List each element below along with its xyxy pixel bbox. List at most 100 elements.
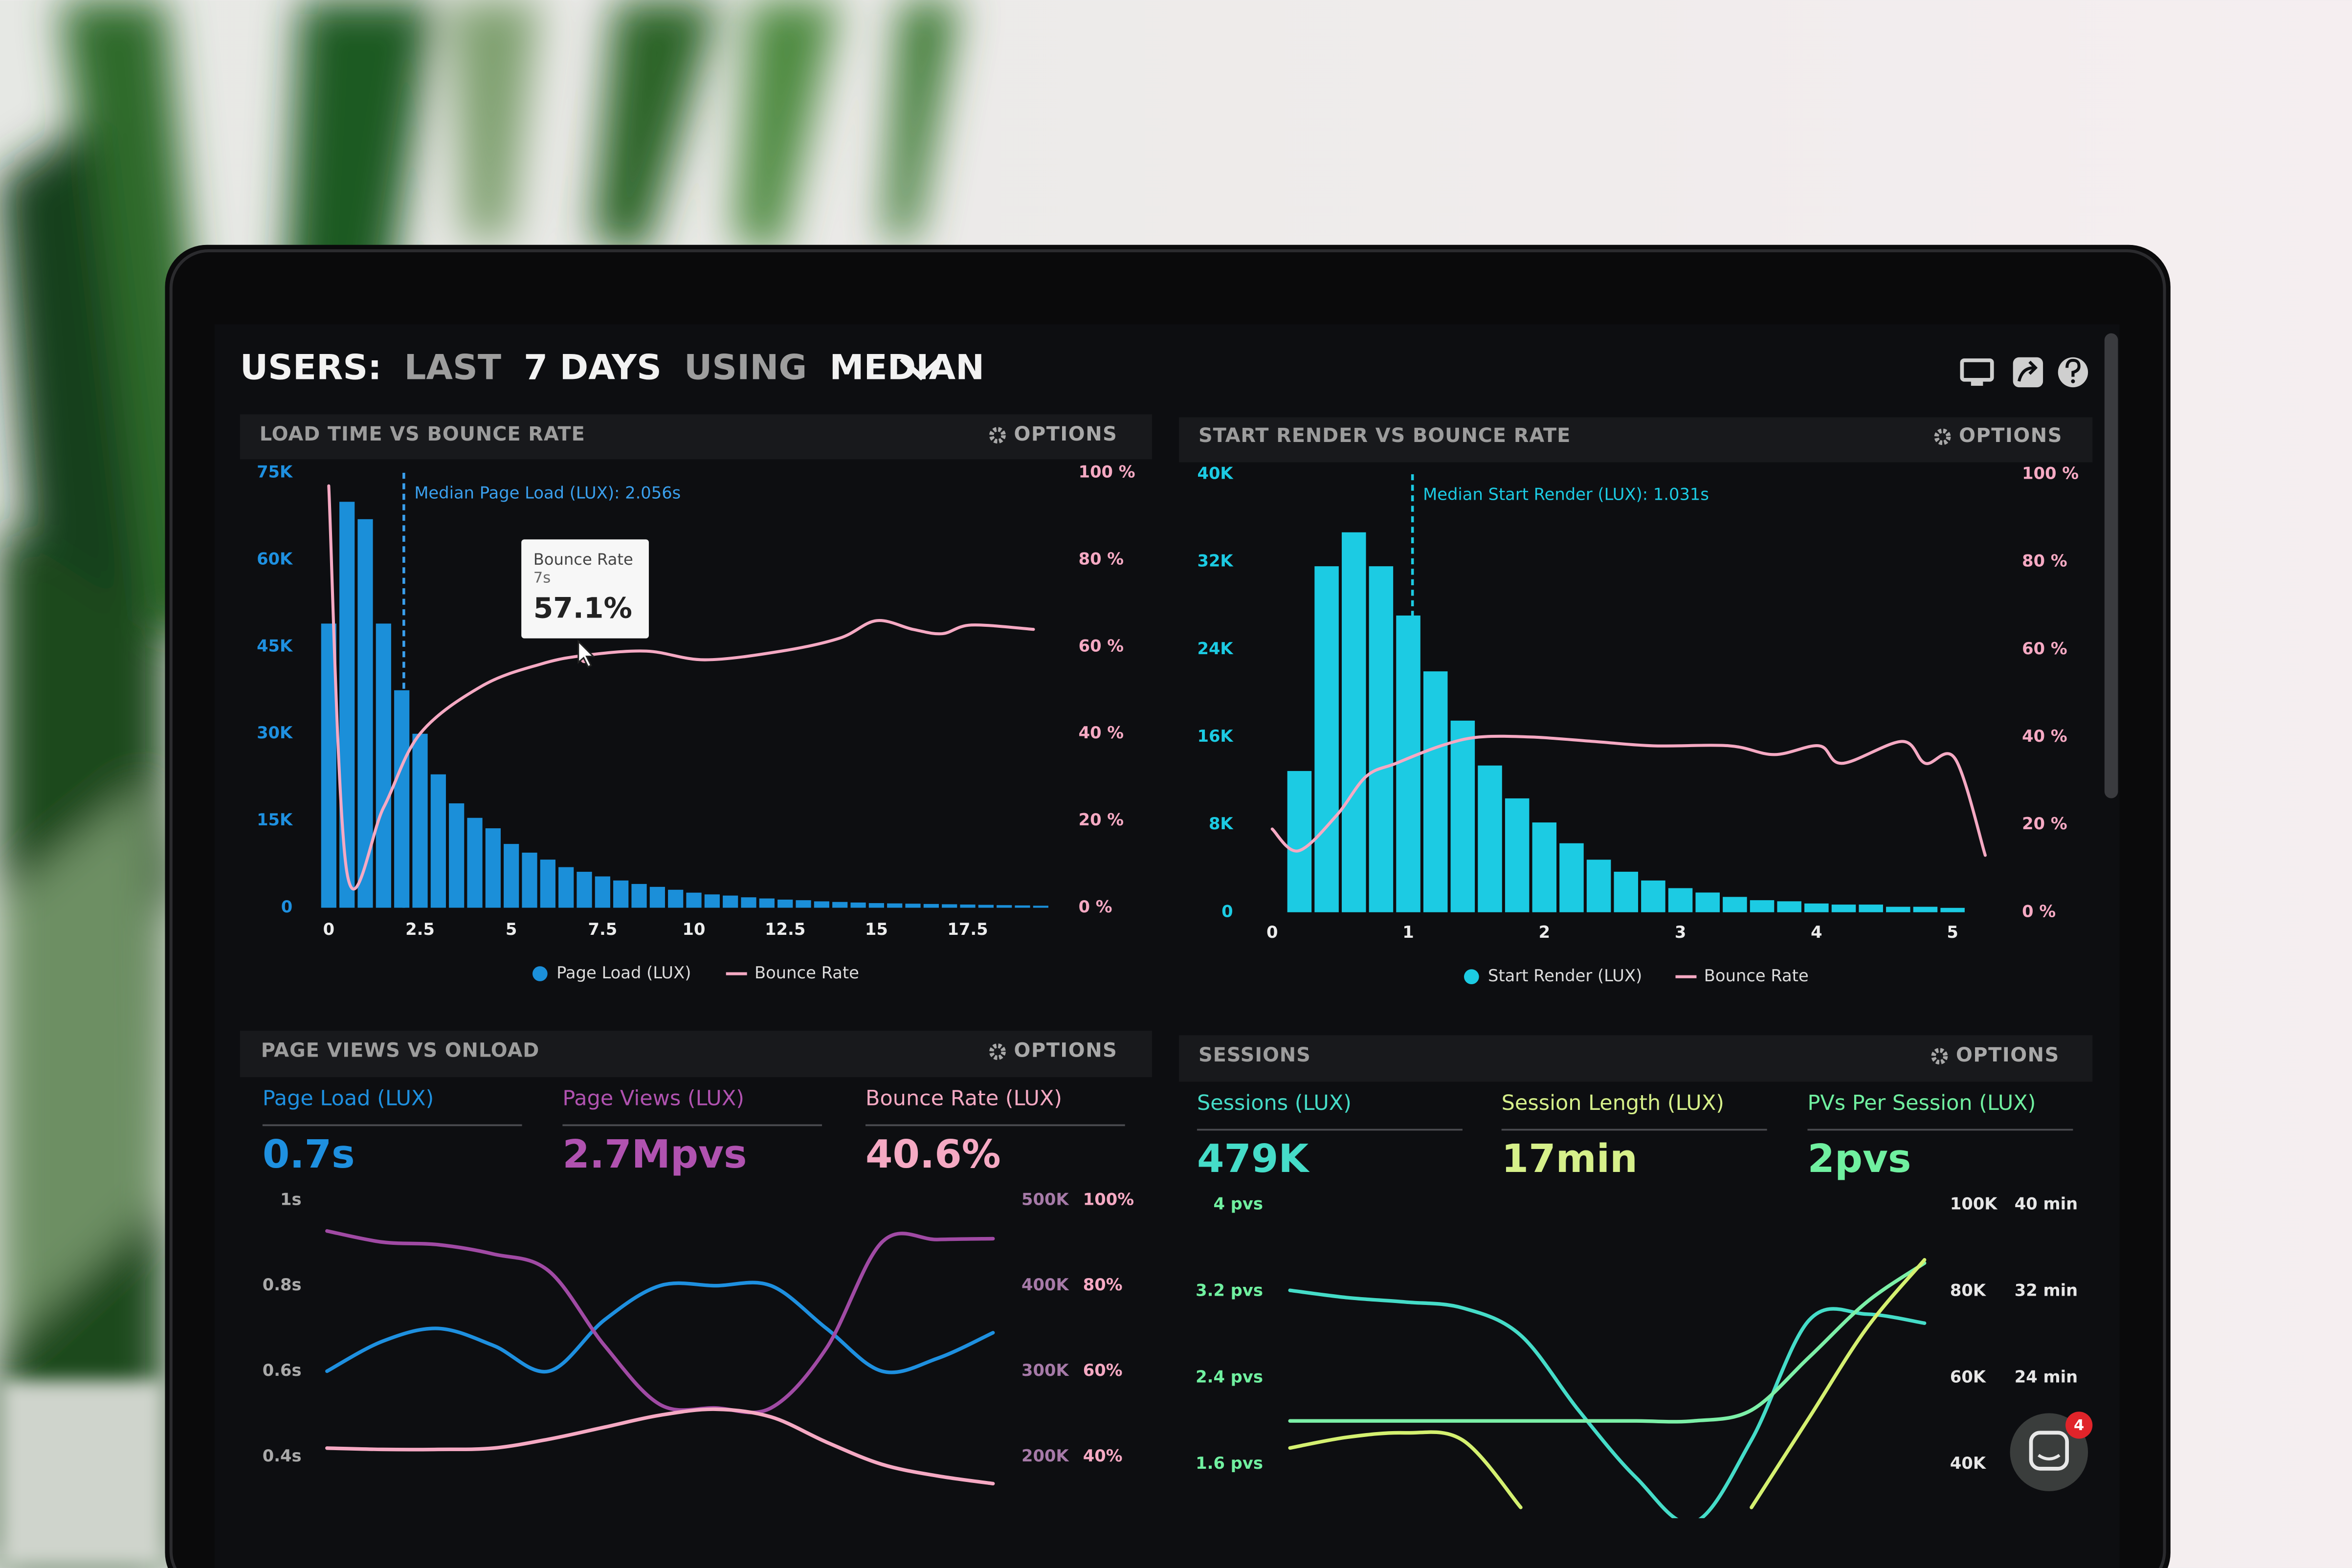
- options-button[interactable]: OPTIONS: [1959, 424, 2063, 447]
- gear-icon[interactable]: [989, 1043, 1006, 1060]
- x-tick-label: 3: [1675, 923, 1686, 942]
- series-line: [325, 1229, 995, 1414]
- histogram-bar: [1341, 532, 1366, 912]
- x-tick-label: 15: [865, 920, 888, 939]
- histogram-bar: [504, 844, 519, 908]
- cursor: [577, 640, 596, 668]
- y-tick-label: 100K: [1950, 1194, 1998, 1213]
- y-tick-label: 40%: [1083, 1446, 1123, 1465]
- x-tick-label: 4: [1811, 923, 1822, 942]
- chat-button[interactable]: 4: [2010, 1412, 2093, 1491]
- histogram-bar: [905, 904, 921, 908]
- metric-label: PVs Per Session (LUX): [1807, 1091, 2036, 1115]
- histogram-bar: [1940, 907, 1965, 912]
- chart-panel: START RENDER VS BOUNCE RATE OPTIONS 0 8K 16K…: [1197, 424, 2079, 985]
- histogram-bar: [978, 905, 994, 908]
- histogram-bar: [942, 904, 957, 908]
- histogram-bar: [595, 876, 610, 908]
- plot-area: [1288, 1258, 1927, 1519]
- x-tick-label: 5: [506, 920, 517, 939]
- histogram-bar: [449, 803, 465, 908]
- histogram-bar: [741, 897, 756, 908]
- y-tick-label: 15K: [257, 810, 293, 829]
- y-tick-label: 3.2 pvs: [1196, 1281, 1263, 1300]
- y-tick-label: 500K: [1021, 1190, 1069, 1209]
- median-label: Median Start Render (LUX): 1.031s: [1423, 485, 1709, 504]
- metric-value: 17min: [1502, 1136, 1638, 1181]
- histogram-bar: [868, 903, 884, 908]
- scrollbar[interactable]: [2104, 333, 2118, 798]
- histogram-bar: [577, 872, 592, 908]
- y-tick-label: 0 %: [2022, 902, 2056, 921]
- y-tick-label: 4 pvs: [1213, 1194, 1263, 1213]
- y-tick-label: 40K: [1950, 1454, 1987, 1473]
- x-tick-label: 7.5: [588, 920, 617, 939]
- tooltip-title: Bounce Rate: [533, 550, 633, 569]
- histogram-bar: [1033, 905, 1048, 908]
- histogram-bar: [1559, 843, 1584, 912]
- title-part: USERS:: [240, 347, 382, 387]
- title-part: 7 DAYS: [524, 347, 662, 387]
- y-tick-label: 0: [1221, 902, 1233, 921]
- y-tick-label: 0 %: [1079, 897, 1112, 916]
- panel-title: PAGE VIEWS VS ONLOAD: [261, 1039, 539, 1062]
- x-tick-label: 1: [1402, 923, 1414, 942]
- y-tick-label: 80 %: [1079, 549, 1124, 568]
- y-tick-label: 60 %: [2022, 639, 2067, 658]
- y-tick-label: 8K: [1209, 814, 1234, 833]
- y-tick-label: 1.6 pvs: [1196, 1454, 1263, 1473]
- histogram-bar: [1641, 880, 1665, 912]
- histogram-bar: [1532, 822, 1557, 912]
- options-button[interactable]: OPTIONS: [1014, 1039, 1118, 1062]
- panel-title: LOAD TIME VS BOUNCE RATE: [260, 423, 585, 445]
- y-tick-label: 20 %: [2022, 814, 2067, 833]
- dropdown-chevron[interactable]: [899, 356, 943, 380]
- y-tick-label: 0.8s: [263, 1275, 302, 1294]
- monitor-icon[interactable]: [1960, 358, 1994, 386]
- help-icon[interactable]: [2058, 357, 2088, 388]
- median-label: Median Page Load (LUX): 2.056s: [414, 483, 681, 502]
- charts: LOAD TIME VS BOUNCE RATE OPTIONS015K30K45…: [257, 423, 2079, 1519]
- y-tick-label: 80 %: [2022, 552, 2067, 571]
- histogram-bar: [1015, 905, 1030, 908]
- options-button[interactable]: OPTIONS: [1014, 423, 1118, 445]
- x-tick-label: 2: [1539, 923, 1550, 942]
- histogram-bar: [923, 904, 939, 908]
- legend-label: Bounce Rate: [1704, 966, 1809, 985]
- histogram-bar: [1505, 798, 1530, 912]
- x-tick-label: 0: [323, 920, 334, 939]
- y-tick-label: 100%: [1083, 1190, 1134, 1209]
- panel-title: START RENDER VS BOUNCE RATE: [1198, 424, 1571, 447]
- legend-label: Start Render (LUX): [1488, 966, 1642, 985]
- y-tick-label: 2.4 pvs: [1196, 1367, 1263, 1386]
- legend-label: Bounce Rate: [754, 963, 859, 982]
- y-tick-label: 20 %: [1079, 810, 1124, 829]
- plot-area: [325, 1229, 995, 1486]
- histogram-bar: [796, 900, 811, 908]
- series-line: [1270, 734, 1987, 857]
- histogram-bar: [339, 502, 355, 908]
- histogram-bar: [394, 690, 410, 908]
- share-icon[interactable]: [2013, 357, 2043, 388]
- gear-icon[interactable]: [1931, 1048, 1948, 1065]
- y-tick-label: 300K: [1021, 1361, 1069, 1380]
- x-tick-label: 10: [683, 920, 706, 939]
- histogram-bar: [1314, 566, 1339, 912]
- histogram-bar: [376, 623, 391, 908]
- histogram-bar: [558, 867, 574, 908]
- histogram-bar: [1450, 720, 1475, 912]
- x-tick-label: 17.5: [947, 920, 988, 939]
- options-button[interactable]: OPTIONS: [1956, 1044, 2060, 1066]
- gear-icon[interactable]: [989, 427, 1006, 444]
- histogram-bar: [850, 902, 866, 908]
- series-line: [325, 1407, 995, 1486]
- gear-icon[interactable]: [1934, 428, 1951, 445]
- legend-swatch: [1464, 969, 1479, 985]
- histogram-bar: [1804, 903, 1829, 912]
- metric-value: 479K: [1197, 1136, 1310, 1181]
- y-tick-label: 40K: [1197, 464, 1234, 483]
- y-tick-label: 0: [281, 897, 292, 916]
- histogram-bar: [540, 860, 555, 908]
- histogram-bar: [430, 774, 446, 908]
- histogram-bar: [1723, 897, 1747, 912]
